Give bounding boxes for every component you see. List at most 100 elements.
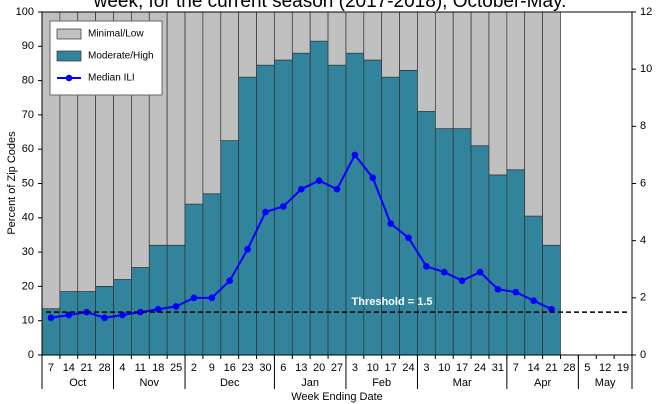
- x-tick-label: 17: [456, 362, 468, 374]
- line-marker: [101, 314, 108, 322]
- x-tick-label: 25: [170, 362, 182, 374]
- y-tick-label: 0: [28, 349, 34, 361]
- bar-segment: [363, 11, 383, 61]
- bar-segment: [345, 52, 365, 356]
- line-marker: [190, 294, 198, 302]
- line-marker: [315, 177, 323, 184]
- x-tick-label: 3: [352, 362, 358, 374]
- y2-tick-label: 6: [640, 177, 646, 189]
- x-tick-label: 7: [513, 362, 519, 374]
- line-marker: [333, 185, 341, 193]
- x-tick-label: 3: [423, 362, 429, 374]
- bar-segment: [434, 11, 454, 129]
- bar-segment: [238, 11, 257, 78]
- line-marker: [530, 297, 537, 304]
- x-tick-label: 9: [209, 362, 215, 374]
- bar-segment: [345, 11, 365, 54]
- y-tick-label: 10: [22, 315, 34, 327]
- line-marker: [262, 208, 269, 216]
- bar-segment: [309, 40, 329, 356]
- bar-segment: [202, 193, 222, 356]
- bar-segment: [506, 11, 526, 171]
- x-tick-label: 4: [119, 362, 125, 374]
- x-tick-label: 31: [492, 362, 504, 374]
- y-tick-label: 30: [22, 246, 34, 258]
- line-marker: [280, 203, 287, 210]
- threshold-label: Threshold = 1.5: [352, 296, 433, 308]
- bar-segment: [77, 291, 96, 356]
- x-tick-label: 14: [528, 362, 540, 374]
- bar-segment: [399, 11, 418, 71]
- bar-segment: [220, 11, 240, 141]
- legend-label: Median ILI: [88, 73, 135, 84]
- line-marker: [494, 285, 502, 293]
- y2-tick-label: 12: [640, 6, 652, 18]
- line-marker: [423, 263, 430, 270]
- x-tick-label: 13: [295, 362, 307, 374]
- line-marker: [119, 311, 126, 319]
- bar-segment: [506, 169, 526, 356]
- legend-swatch: [65, 74, 73, 82]
- bar-segment: [488, 174, 508, 356]
- bar-segment: [542, 11, 561, 246]
- legend-label: Moderate/High: [88, 51, 154, 62]
- bar-segment: [524, 11, 543, 217]
- line-marker: [137, 308, 144, 316]
- bar-segment: [291, 52, 311, 356]
- y-tick-label: 50: [22, 177, 34, 189]
- x-tick-label: 10: [438, 362, 450, 374]
- bar-segment: [363, 59, 383, 356]
- bar-segment: [381, 76, 400, 356]
- x-tick-label: 10: [367, 362, 379, 374]
- x-tick-label: 30: [259, 362, 271, 374]
- y-tick-label: 20: [22, 280, 34, 292]
- bar-segment: [238, 76, 257, 356]
- y2-tick-label: 8: [640, 120, 646, 132]
- bar-segment: [452, 128, 472, 356]
- line-marker: [351, 151, 359, 159]
- y-tick-label: 100: [16, 6, 34, 18]
- x-tick-label: 14: [63, 362, 75, 374]
- chart-title: week, for the current season (2017-2018)…: [93, 0, 567, 12]
- bar-segment: [524, 215, 543, 356]
- line-marker: [154, 305, 162, 313]
- bar-segment: [542, 244, 561, 356]
- bar-segment: [434, 128, 454, 356]
- legend-swatch: [56, 50, 82, 62]
- bar-segment: [59, 291, 79, 356]
- y2-tick-label: 10: [640, 63, 652, 75]
- x-tick-label: 2: [191, 362, 197, 374]
- x-tick-label: 17: [385, 362, 397, 374]
- bar-segment: [166, 244, 186, 356]
- legend: Minimal/Low Moderate/High Median ILI: [49, 20, 163, 96]
- line-marker: [172, 303, 180, 310]
- bar-segment: [202, 11, 222, 195]
- bar-segment: [417, 11, 436, 112]
- bar-segment: [470, 145, 490, 356]
- bar-segment: [184, 203, 204, 356]
- y-tick-label: 80: [22, 75, 34, 87]
- line-marker: [244, 245, 251, 253]
- x-tick-label: 16: [224, 362, 236, 374]
- line-marker: [208, 294, 216, 302]
- bar-segment: [488, 11, 508, 176]
- x-tick-label: 11: [135, 362, 146, 374]
- bar-segment: [291, 11, 311, 54]
- x-tick-label: 7: [48, 362, 54, 374]
- x-tick-label: 19: [617, 362, 629, 374]
- bar-segment: [166, 11, 186, 246]
- group-label: Dec: [220, 377, 240, 389]
- group-label: Apr: [534, 377, 551, 389]
- x-tick-label: 21: [81, 362, 93, 374]
- bar-segment: [274, 11, 293, 61]
- x-tick-label: 27: [331, 362, 343, 374]
- legend-label: Minimal/Low: [88, 29, 144, 40]
- bar-segment: [470, 11, 490, 147]
- group-label: May: [595, 377, 616, 389]
- group-label: Mar: [453, 377, 472, 389]
- x-tick-label: 21: [545, 362, 557, 374]
- x-tick-label: 24: [402, 362, 414, 374]
- bar-segment: [452, 11, 472, 129]
- bar-segment: [256, 11, 275, 66]
- y-tick-label: 40: [22, 212, 34, 224]
